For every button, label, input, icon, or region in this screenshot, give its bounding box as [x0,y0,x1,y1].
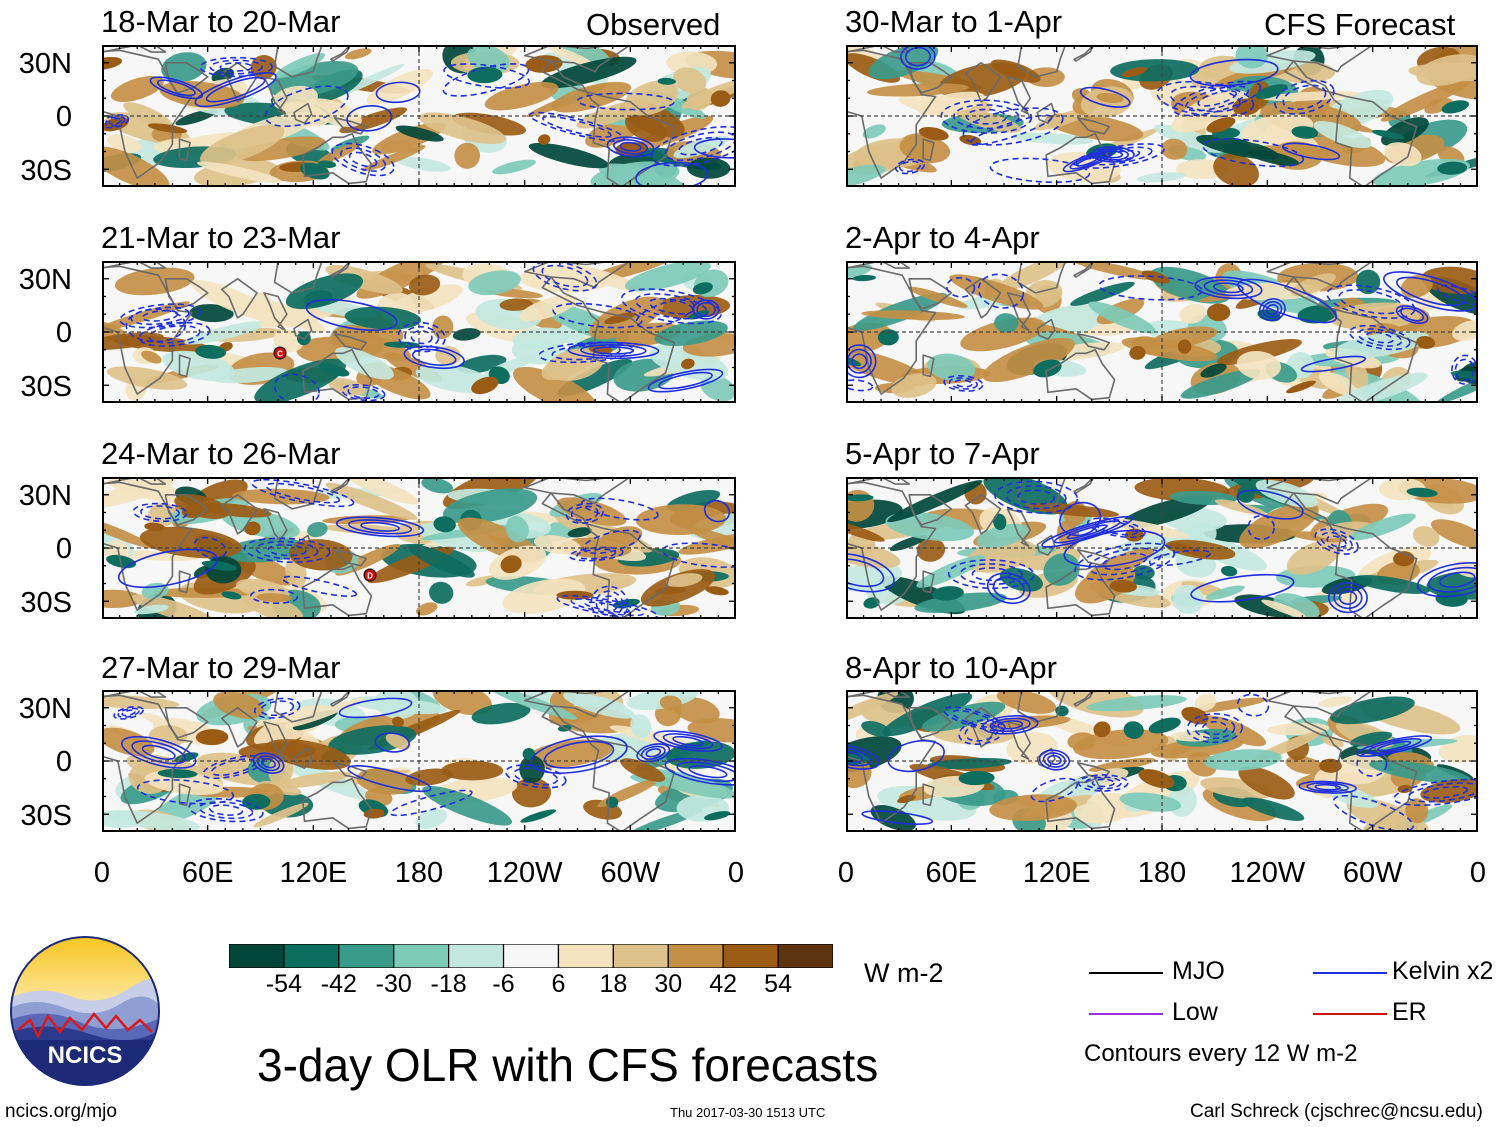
colorbar-swatch [722,943,779,969]
colorbar [228,943,834,969]
forecast-label: CFS Forecast [1264,7,1456,42]
olr-map [102,690,736,832]
observed-label: Observed [586,7,721,42]
olr-map [846,477,1478,619]
colorbar-swatch [393,943,450,969]
colorbar-level-label: 6 [551,970,566,998]
longitude-label: 120E [1022,857,1091,889]
footer-url[interactable]: ncics.org/mjo [5,1101,117,1122]
panel-title: 21-Mar to 23-Mar [101,220,341,255]
longitude-label: 0 [1469,857,1487,889]
footer-credit: Carl Schreck (cjschrec@ncsu.edu) [1190,1101,1483,1122]
svg-text:C: C [277,350,283,359]
panel-title: 27-Mar to 29-Mar [101,650,341,685]
colorbar-level-label: 18 [599,970,628,998]
colorbar-swatch [338,943,395,969]
colorbar-swatch [557,943,614,969]
longitude-label: 0 [93,857,111,889]
longitude-label: 60W [600,857,661,889]
longitude-label: 120E [279,857,348,889]
colorbar-level-label: -30 [375,970,412,998]
colorbar-swatch [612,943,669,969]
colorbar-level-label: -54 [265,970,302,998]
latitude-label: 30N [18,48,72,80]
ncics-logo: NCICS [10,936,160,1086]
legend-label: ER [1392,998,1427,1026]
latitude-label: 30N [18,264,72,296]
longitude-label: 180 [394,857,444,889]
latitude-label: 0 [55,317,72,349]
colorbar-level-label: -6 [492,970,515,998]
latitude-label: 30N [18,480,72,512]
svg-text:D: D [367,572,373,581]
legend-line [1313,972,1387,974]
legend-line [1089,1013,1163,1015]
storm-marker: D [363,568,377,582]
panel-title: 2-Apr to 4-Apr [845,220,1040,255]
longitude-label: 0 [727,857,745,889]
colorbar-swatch [283,943,340,969]
longitude-label: 120W [1229,857,1306,889]
olr-map [846,45,1478,187]
colorbar-swatch [228,943,285,969]
latitude-label: 0 [55,746,72,778]
latitude-label: 30S [20,371,72,403]
latitude-label: 30N [18,693,72,725]
legend-label: Kelvin x2 [1392,957,1494,985]
olr-map [846,261,1478,403]
colorbar-swatch [448,943,505,969]
logo-text: NCICS [48,1042,123,1069]
olr-map: D [102,477,736,619]
colorbar-level-label: 42 [709,970,738,998]
colorbar-level-label: 30 [654,970,683,998]
colorbar-level-label: -42 [320,970,357,998]
longitude-label: 60W [1342,857,1403,889]
colorbar-level-label: -18 [430,970,467,998]
legend-line [1313,1013,1387,1015]
colorbar-swatches [228,943,834,969]
panel-title: 18-Mar to 20-Mar [101,4,341,39]
olr-map [102,45,736,187]
colorbar-swatch [667,943,724,969]
contour-note: Contours every 12 W m-2 [1084,1040,1358,1067]
panel-title: 24-Mar to 26-Mar [101,436,341,471]
legend-label: MJO [1172,957,1225,985]
latitude-label: 30S [20,587,72,619]
colorbar-swatch [777,943,834,969]
page-title: 3-day OLR with CFS forecasts [257,1039,879,1091]
longitude-label: 120W [486,857,563,889]
panel-title: 30-Mar to 1-Apr [845,4,1063,39]
colorbar-unit: W m-2 [864,958,944,988]
legend-label: Low [1172,998,1218,1026]
latitude-label: 30S [20,800,72,832]
panel-title: 5-Apr to 7-Apr [845,436,1040,471]
longitude-label: 180 [1137,857,1187,889]
olr-map: C [102,261,736,403]
latitude-label: 0 [55,101,72,133]
colorbar-swatch [502,943,560,969]
panel-title: 8-Apr to 10-Apr [845,650,1057,685]
longitude-label: 60E [181,857,234,889]
colorbar-level-label: 54 [764,970,792,998]
footer-timestamp: Thu 2017-03-30 1513 UTC [670,1105,826,1120]
latitude-label: 30S [20,155,72,187]
olr-map [846,690,1478,832]
latitude-label: 0 [55,533,72,565]
longitude-label: 60E [925,857,978,889]
storm-marker: C [273,346,287,360]
legend-line [1089,972,1163,974]
longitude-label: 0 [837,857,855,889]
